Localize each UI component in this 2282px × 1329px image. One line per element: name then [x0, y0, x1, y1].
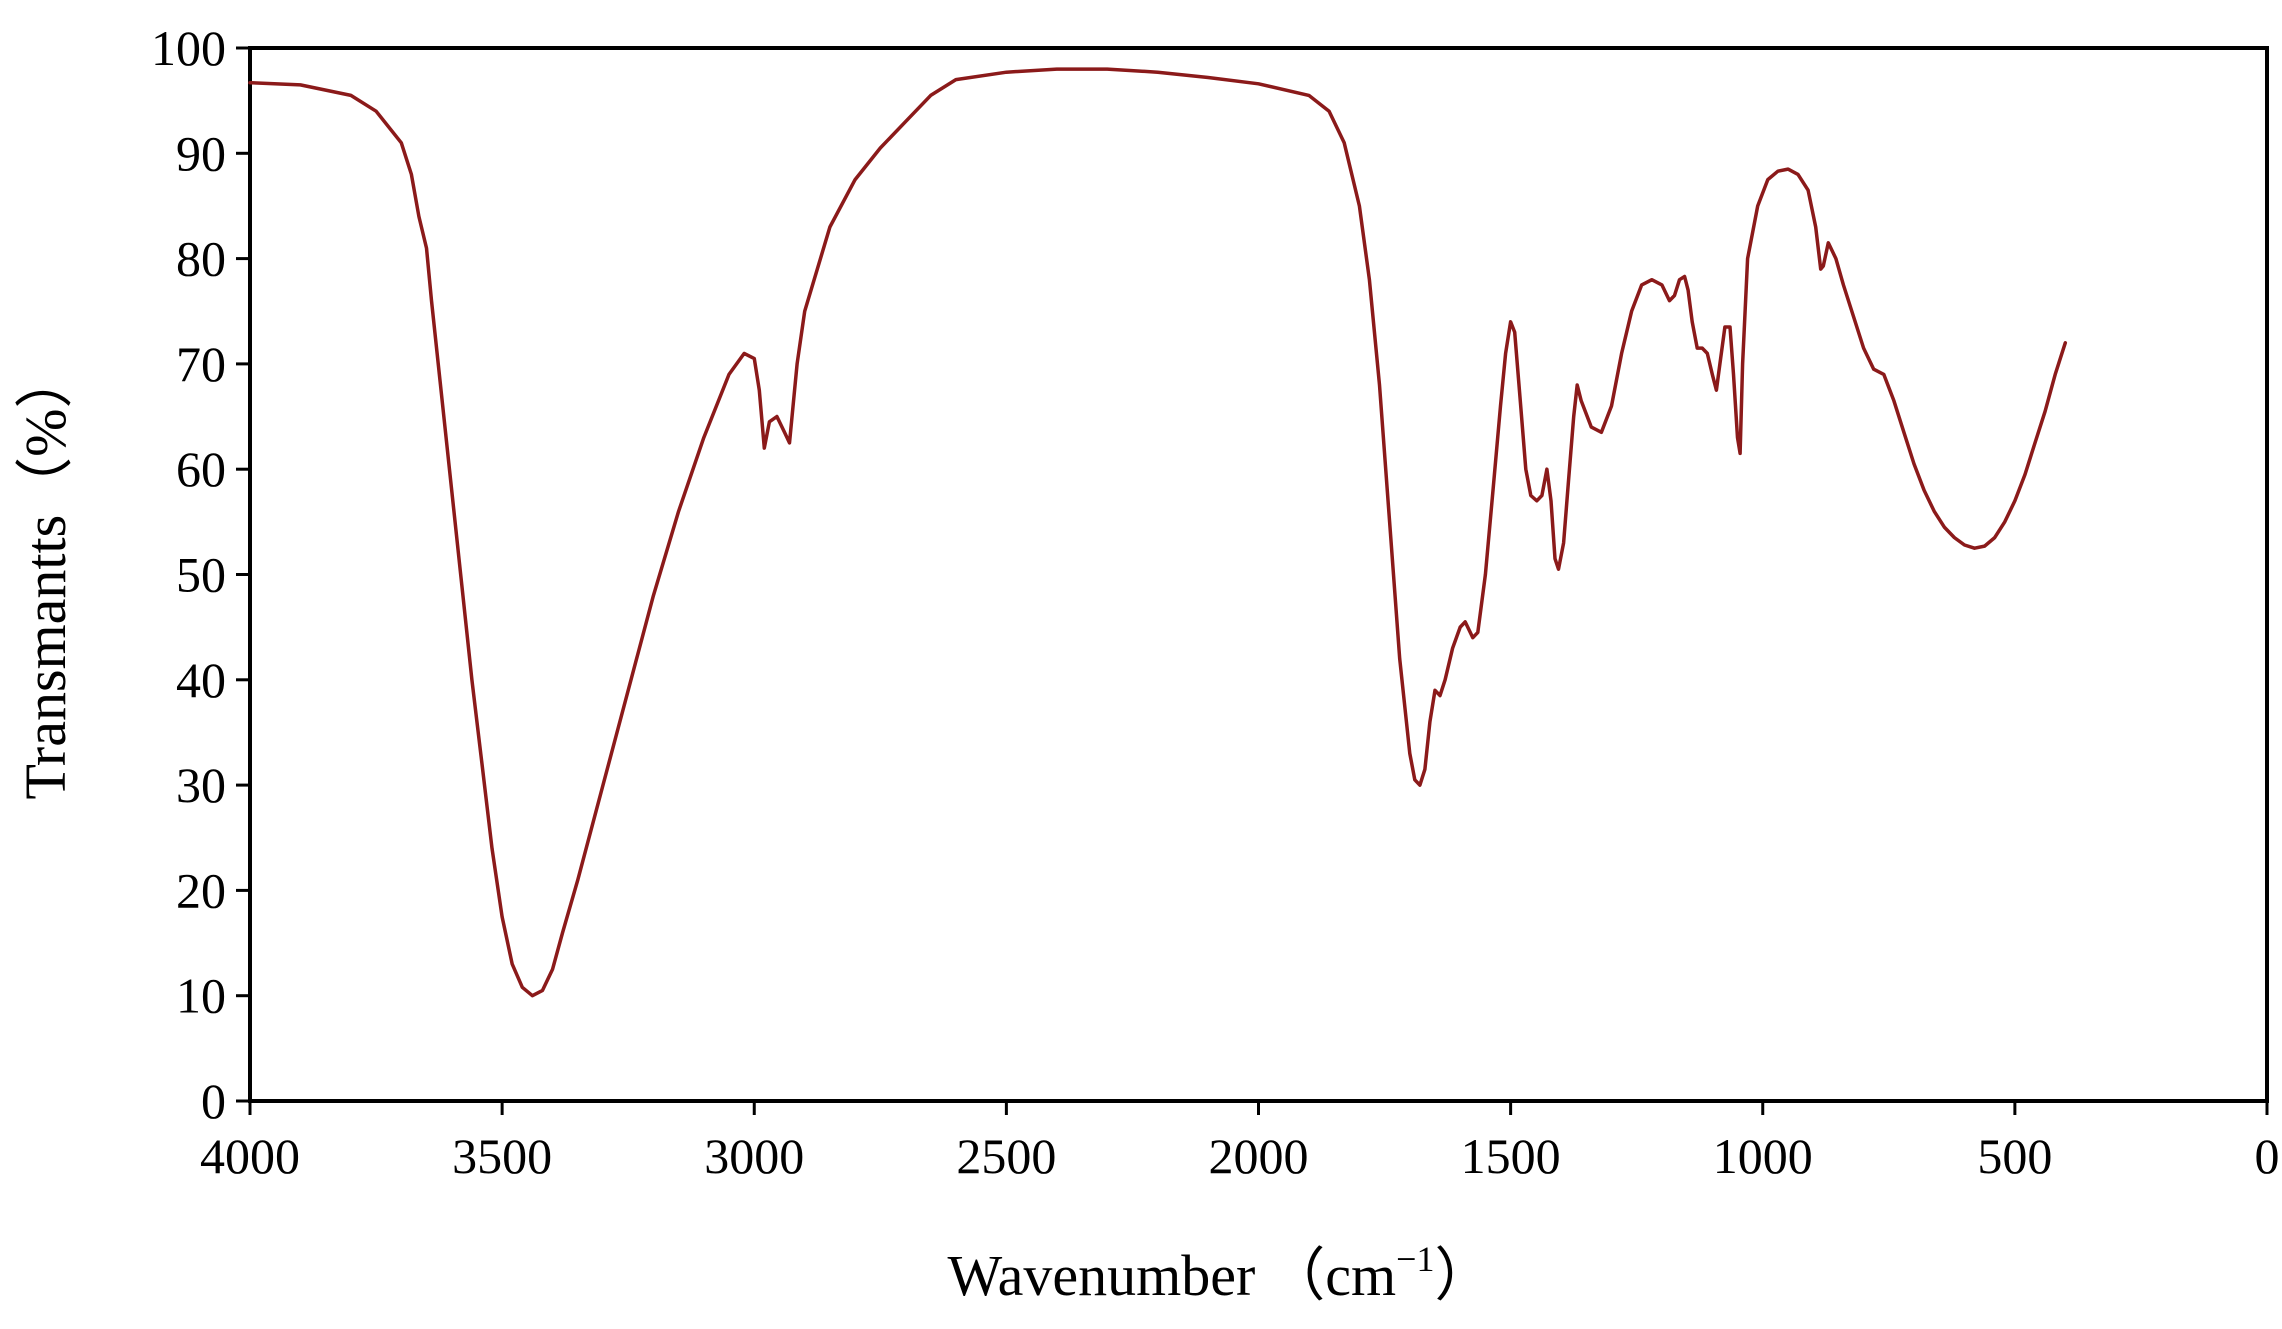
x-axis-unit-superscript: −1 [1396, 1239, 1434, 1279]
x-tick-label: 3000 [704, 1128, 804, 1184]
series-group [248, 67, 2068, 998]
x-tick-label: 4000 [200, 1128, 300, 1184]
y-tick-label: 0 [201, 1073, 226, 1129]
x-axis-unit-open: （cm [1267, 1243, 1396, 1308]
y-tick-label: 80 [176, 231, 226, 287]
x-tick-label: 3500 [452, 1128, 552, 1184]
y-axis-title: Transmantts（%） [13, 351, 78, 800]
y-tick-label: 10 [176, 968, 226, 1024]
x-axis-title: Wavenumber （cm−1） [948, 1239, 1493, 1308]
x-tick-label: 500 [1977, 1128, 2052, 1184]
x-tick-label: 1000 [1713, 1128, 1813, 1184]
transmittance-series-line [248, 67, 2068, 998]
y-axis: 0 10 20 30 40 50 60 70 80 90 100 [151, 20, 250, 1129]
x-tick-label: 2000 [1209, 1128, 1309, 1184]
y-tick-label: 90 [176, 125, 226, 181]
y-tick-label: 30 [176, 757, 226, 813]
y-tick-label: 20 [176, 862, 226, 918]
x-axis-unit-close: ） [1434, 1243, 1492, 1308]
y-tick-label: 40 [176, 652, 226, 708]
y-tick-label: 50 [176, 547, 226, 603]
x-axis: 4000 3500 3000 2500 2000 1500 1000 500 0 [200, 1101, 2280, 1184]
plot-area-frame [248, 46, 2269, 1103]
y-tick-label: 70 [176, 336, 226, 392]
y-tick-label: 60 [176, 441, 226, 497]
x-tick-label: 2500 [956, 1128, 1056, 1184]
x-tick-label: 1500 [1461, 1128, 1561, 1184]
y-tick-label: 100 [151, 20, 226, 76]
x-tick-label: 0 [2255, 1128, 2280, 1184]
x-axis-label: Wavenumber [948, 1243, 1256, 1308]
